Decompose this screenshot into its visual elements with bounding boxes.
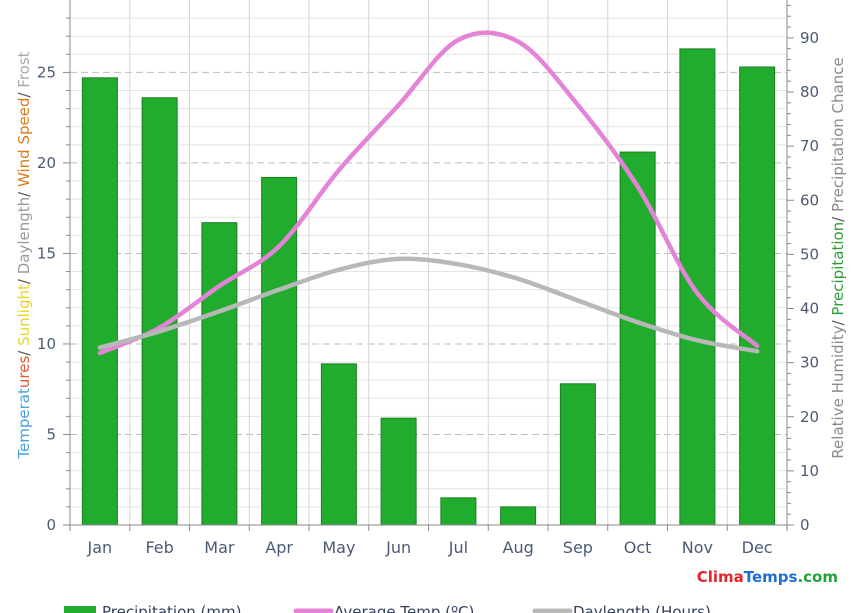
right-axis-label-part: / [829, 212, 847, 222]
daylength-line [97, 256, 760, 354]
right-axis-label-part: Precipitation Chance [829, 57, 847, 212]
month-label: Oct [624, 538, 652, 557]
legend-label: Daylength (Hours) [573, 603, 711, 613]
grid-lines [70, 0, 787, 525]
line-series [97, 30, 760, 356]
month-label: Feb [145, 538, 173, 557]
precipitation-bar-oct [619, 151, 656, 526]
left-tick-label: 10 [37, 335, 56, 353]
legend: Precipitation (mm) Average Temp (ºC) Dayle… [64, 603, 711, 613]
precipitation-bar-jun [380, 417, 417, 526]
left-tick-label: 25 [37, 63, 56, 81]
right-axis-label-part: Relative Humidity [829, 325, 847, 458]
precipitation-bar-mar [201, 222, 238, 526]
right-tick-label: 40 [800, 300, 819, 318]
left-axis-label-part: Frost [15, 51, 33, 87]
month-label: Mar [204, 538, 235, 557]
right-tick-label: 80 [800, 83, 819, 101]
left-axis-label-part: / [15, 274, 33, 284]
left-axis-label-part: Wind Speed [15, 98, 33, 188]
precipitation-bar-jan [81, 77, 118, 526]
right-axis-label-part: Precipitation [829, 222, 847, 316]
right-axis-label: Relative Humidity/ Precipitation/ Precip… [829, 57, 847, 458]
climatemps-watermark: ClimaTemps.com [697, 568, 838, 586]
left-axis-label-part: / [15, 88, 33, 98]
right-tick-label: 20 [800, 408, 819, 426]
precipitation-bar-may [320, 363, 357, 526]
legend-label: Precipitation (mm) [102, 603, 241, 613]
precipitation-bar-feb [141, 97, 178, 526]
right-axis-label-part: / [829, 316, 847, 326]
watermark-part: .com [797, 568, 838, 586]
right-tick-label: 70 [800, 137, 819, 155]
axes [63, 0, 794, 531]
left-axis-label-part: / [15, 346, 33, 356]
month-label: Sep [563, 538, 593, 557]
left-tick-label: 0 [46, 516, 56, 534]
legend-swatch [64, 606, 96, 613]
left-axis-label-part: Sunlight [15, 284, 33, 346]
right-tick-label: 30 [800, 354, 819, 372]
right-tick-label: 50 [800, 245, 819, 263]
left-axis-label-part: ures [15, 356, 33, 389]
precipitation-bar-jul [440, 497, 477, 526]
month-label: Jan [87, 538, 113, 557]
month-label: Dec [742, 538, 773, 557]
month-labels: Jan Feb Mar Apr May Jun Jul Aug Sep Oct Nov Dec [87, 538, 773, 557]
legend-label: Average Temp (ºC) [334, 603, 474, 613]
left-axis-label-part: Temperat [15, 388, 33, 460]
precipitation-bar-nov [679, 48, 716, 526]
right-tick-label: 10 [800, 462, 819, 480]
average-temp-line [97, 30, 760, 356]
precipitation-bar-aug [500, 506, 537, 526]
month-label: Aug [503, 538, 534, 557]
month-label: Nov [682, 538, 713, 557]
left-axis-label: Temperatures/ Sunlight/ Daylength/ Wind … [15, 51, 33, 459]
left-tick-label: 20 [37, 154, 56, 172]
watermark-part: Temps [744, 568, 798, 586]
left-tick-label: 5 [46, 425, 56, 443]
month-label: Jun [385, 538, 411, 557]
right-tick-label: 0 [800, 516, 810, 534]
precipitation-bar-dec [739, 66, 776, 526]
right-axis-ticks: 0 10 20 30 40 50 60 70 80 90 [800, 29, 819, 534]
left-axis-label-part: / [15, 187, 33, 197]
left-axis-ticks: 0 5 10 15 20 25 [37, 63, 56, 534]
precipitation-bar-sep [559, 383, 596, 526]
left-tick-label: 15 [37, 244, 56, 262]
right-tick-label: 60 [800, 191, 819, 209]
right-tick-label: 90 [800, 29, 819, 47]
month-label: May [322, 538, 355, 557]
month-label: Apr [265, 538, 293, 557]
month-label: Jul [448, 538, 468, 557]
watermark-part: Clima [697, 568, 744, 586]
left-axis-label-part: Daylength [15, 197, 33, 274]
